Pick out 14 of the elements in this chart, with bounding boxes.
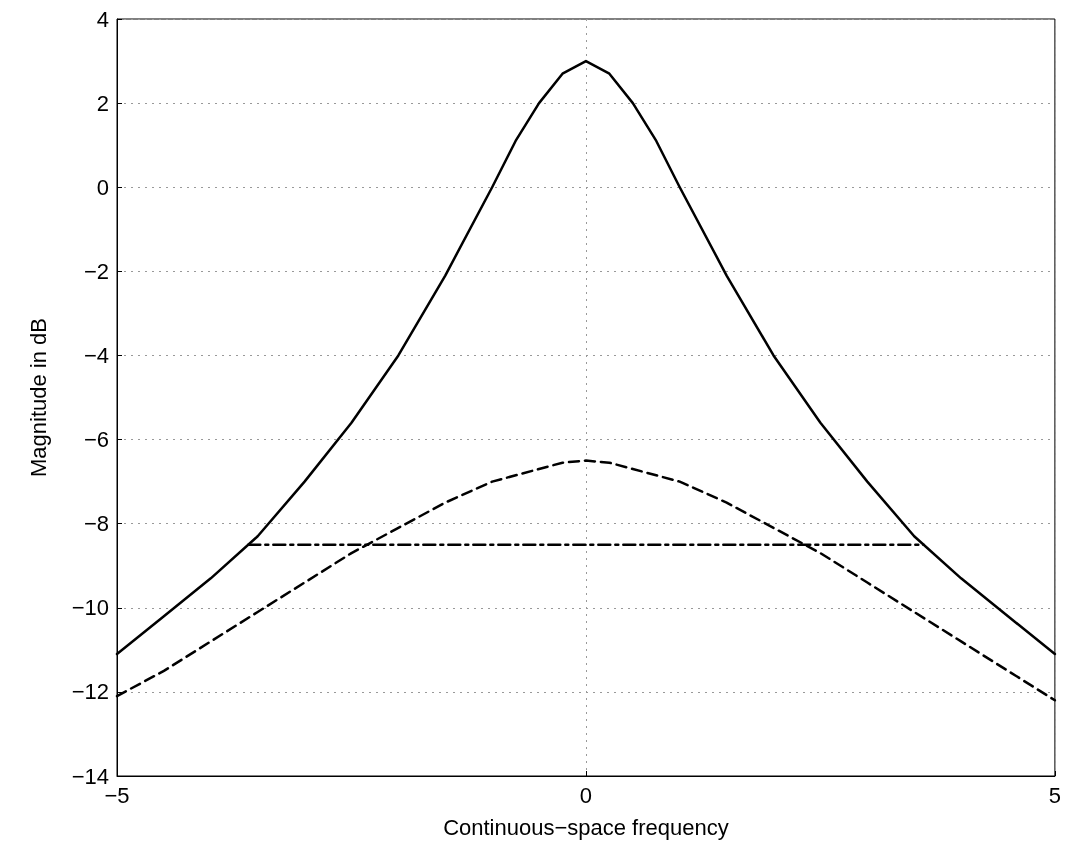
y-tick-label: −4 xyxy=(83,342,109,368)
y-tick-label: −6 xyxy=(83,427,109,453)
y-tick-label: −12 xyxy=(71,679,109,705)
y-tick-label: 2 xyxy=(96,90,109,116)
y-tick-label: −2 xyxy=(83,258,109,284)
x-tick-label: 0 xyxy=(579,782,593,808)
x-axis-title: Continuous−space frequency xyxy=(443,814,729,840)
y-tick-label: −8 xyxy=(83,511,109,537)
y-tick-label: 0 xyxy=(96,174,109,200)
y-tick-label: −14 xyxy=(71,763,109,789)
y-axis-title: Magnitude in dB xyxy=(25,318,51,477)
y-tick-label: −10 xyxy=(71,595,109,621)
y-tick-label: 4 xyxy=(96,6,109,32)
x-tick-label: 5 xyxy=(1048,782,1062,808)
